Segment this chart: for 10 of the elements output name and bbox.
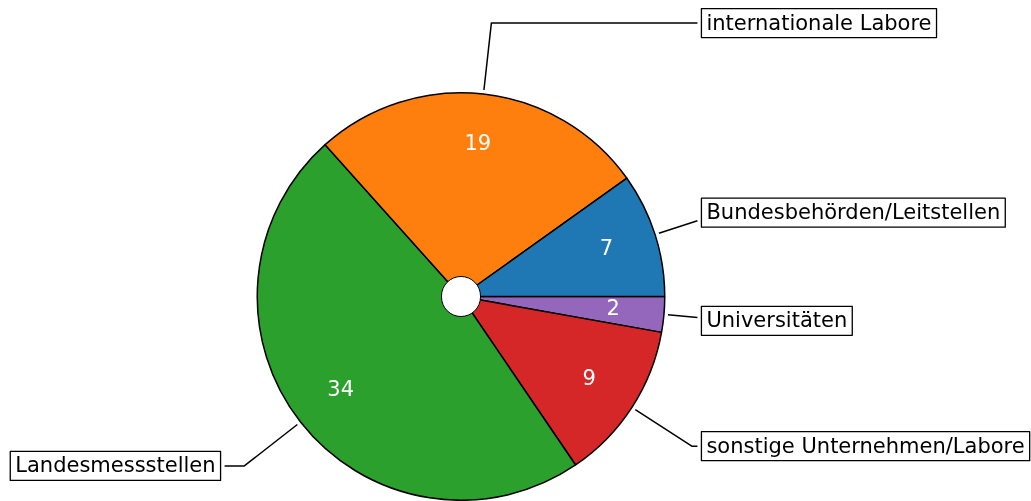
data-label: 2 [606,296,620,321]
data-label: 34 [327,377,354,402]
slice-label: Bundesbehörden/Leitstellen [706,200,1001,225]
data-label: 7 [599,236,614,261]
slice-label: internationale Labore [706,10,932,35]
slice-label: sonstige Unternehmen/Labore [706,433,1025,458]
slice-label: Universitäten [706,308,848,333]
slice-label: Landesmessstellen [15,453,216,478]
data-label: 9 [582,366,596,391]
data-label: 19 [464,131,492,156]
